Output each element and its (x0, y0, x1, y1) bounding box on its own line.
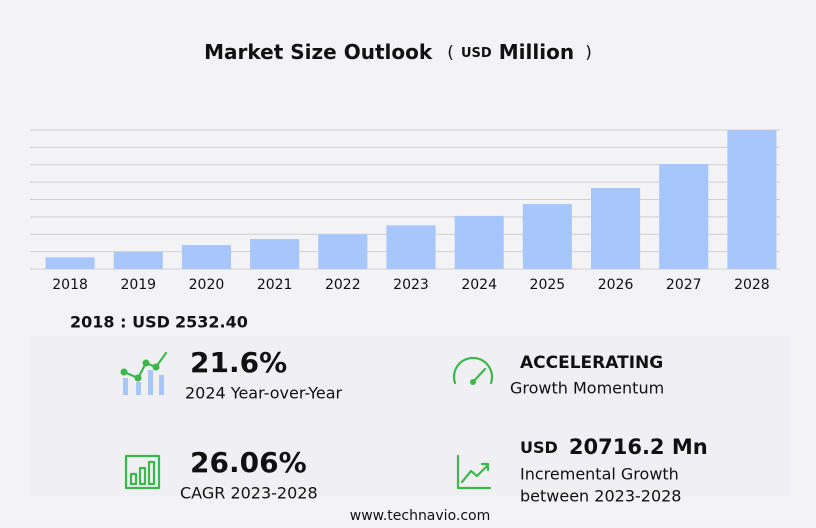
incr-value-line: USD 20716.2 Mn (520, 435, 708, 459)
bar (45, 257, 95, 269)
yoy-icon (120, 351, 168, 395)
x-tick-label: 2024 (461, 277, 497, 293)
cagr-icon (124, 454, 161, 490)
x-tick-label: 2018 (52, 277, 88, 293)
base-value: 2532.40 (175, 313, 248, 332)
bar (522, 204, 572, 269)
bar (591, 187, 641, 269)
x-tick-label: 2023 (393, 277, 429, 293)
x-tick-label: 2026 (598, 277, 634, 293)
x-tick-label: 2028 (734, 277, 770, 293)
x-tick-label: 2020 (189, 277, 225, 293)
unit: Million (499, 40, 574, 64)
bar (454, 215, 504, 269)
bar (386, 225, 436, 269)
incr-value: 20716.2 Mn (569, 435, 708, 459)
momentum-icon (452, 356, 494, 385)
incr-label-2: between 2023-2028 (520, 487, 681, 506)
bar (318, 234, 368, 269)
footer: www.technavio.com (350, 508, 491, 524)
bar (181, 245, 231, 269)
cagr-label: CAGR 2023-2028 (180, 484, 318, 503)
x-tick-label: 2025 (530, 277, 566, 293)
title: Market Size Outlook (204, 40, 433, 64)
currency: USD (461, 46, 492, 61)
chart-title: Market Size Outlook ( USD Million ) (204, 40, 592, 64)
yoy-value: 21.6% (190, 346, 287, 379)
x-tick-label: 2019 (120, 277, 156, 293)
incr-icon (456, 454, 492, 490)
bar (250, 239, 300, 269)
incr-label-1: Incremental Growth (520, 465, 679, 484)
x-tick-label: 2022 (325, 277, 361, 293)
x-tick-label: 2027 (666, 277, 702, 293)
x-tick-label: 2021 (257, 277, 293, 293)
stats-panel (30, 336, 790, 496)
plot: 2018 2019 2020 2021 2022 2023 2024 2025 2026 2027… (30, 129, 780, 293)
base-label: 2018 : USD (70, 313, 170, 332)
cagr-value: 26.06% (190, 446, 307, 479)
momentum-label: Growth Momentum (510, 379, 664, 398)
bar (727, 130, 777, 269)
unit-close: ) (585, 43, 592, 63)
unit-open: ( (447, 43, 454, 63)
yoy-label: 2024 Year-over-Year (185, 384, 343, 403)
bar (659, 164, 709, 269)
incr-currency: USD (520, 438, 558, 457)
momentum-value: ACCELERATING (520, 353, 663, 373)
bar (113, 251, 163, 269)
